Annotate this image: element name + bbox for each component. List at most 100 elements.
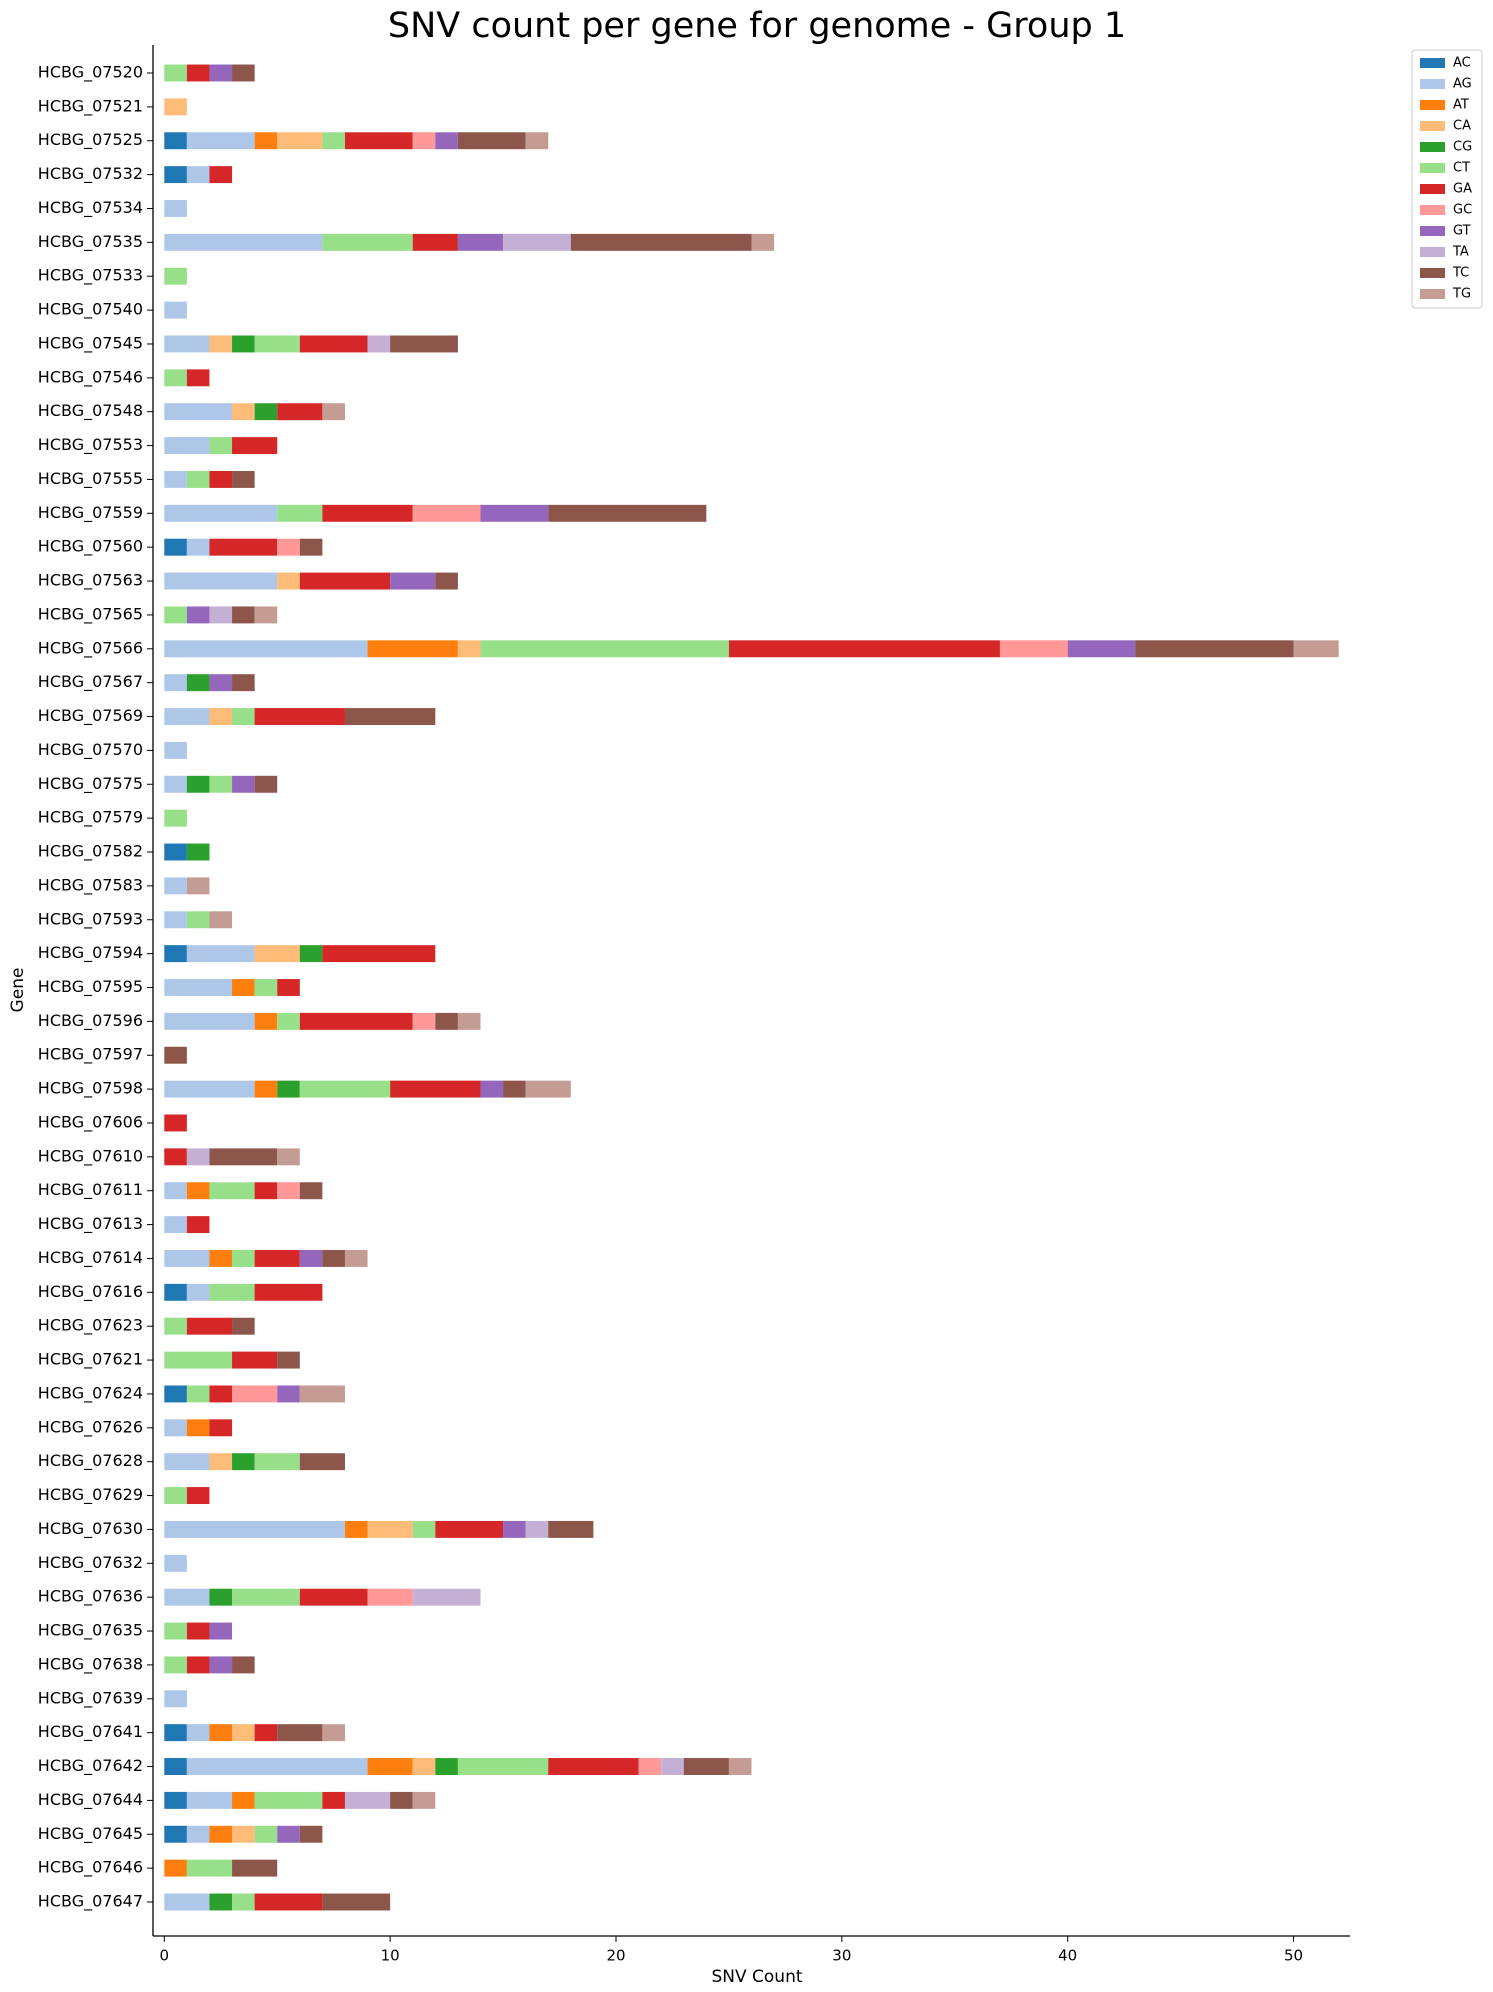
bar-segment: [480, 1080, 504, 1098]
bar-segment: [186, 877, 210, 895]
bar-segment: [661, 1758, 684, 1775]
bar-segment: [186, 1622, 210, 1640]
bar-segment: [164, 572, 278, 590]
bar-segment: [164, 64, 187, 82]
legend-label: AT: [1453, 98, 1469, 113]
bar-segment: [322, 1249, 345, 1267]
y-tick-label: HCBG_07521: [38, 96, 143, 116]
bar-segment: [164, 1249, 210, 1267]
bar-segment: [457, 640, 481, 658]
bar-segment: [254, 132, 278, 150]
bar-segment: [728, 1758, 752, 1775]
bar-segment: [232, 775, 255, 793]
bar-segment: [254, 1080, 278, 1098]
y-tick-label: HCBG_07560: [38, 537, 143, 557]
bar-segment: [164, 403, 233, 421]
y-tick-label: HCBG_07636: [38, 1587, 143, 1607]
bar-segment: [525, 1080, 571, 1098]
bar-segment: [254, 775, 278, 793]
legend-swatch: [1420, 58, 1445, 68]
bar-segment: [548, 1758, 639, 1775]
bar-segment: [209, 911, 233, 929]
bar-segment: [209, 1385, 233, 1403]
x-tick-label: 30: [832, 1947, 851, 1965]
bar-segment: [412, 1012, 436, 1030]
bar-segment: [232, 674, 255, 692]
bar-segment: [322, 1724, 345, 1742]
bar-segment: [232, 64, 255, 82]
bar-segment: [1067, 640, 1136, 658]
bar-segment: [164, 945, 187, 963]
bar-segment: [164, 504, 278, 522]
bar-segment: [164, 166, 187, 184]
bar-segment: [164, 1622, 187, 1640]
y-tick-label: HCBG_07545: [38, 333, 143, 353]
bar-segment: [209, 64, 233, 82]
bar-segment: [412, 132, 436, 150]
bar-segment: [548, 1520, 594, 1538]
y-tick-label: HCBG_07614: [38, 1248, 143, 1268]
bar-segment: [186, 1791, 233, 1809]
bar-segment: [209, 1893, 233, 1911]
y-tick-label: HCBG_07525: [38, 130, 143, 150]
legend-swatch: [1420, 268, 1445, 278]
bar-segment: [186, 775, 210, 793]
x-tick-label: 50: [1284, 1947, 1303, 1965]
bar-segment: [503, 1520, 526, 1538]
legend-label: GT: [1453, 224, 1471, 239]
y-tick-label: HCBG_07534: [38, 198, 143, 218]
y-tick-label: HCBG_07630: [38, 1519, 143, 1539]
bar-segment: [209, 335, 233, 353]
y-tick-label: HCBG_07566: [38, 638, 143, 658]
y-axis-label: Gene: [8, 968, 28, 1013]
y-tick-label: HCBG_07579: [38, 808, 143, 828]
bar-segment: [186, 64, 210, 82]
bar-segment: [209, 1656, 233, 1674]
y-tick-label: HCBG_07595: [38, 977, 143, 997]
bar-segment: [164, 1283, 187, 1301]
bar-segment: [367, 1758, 413, 1775]
bar-segment: [344, 1791, 391, 1809]
bar-segment: [412, 1758, 436, 1775]
y-tick-label: HCBG_07583: [38, 875, 143, 895]
bar-segment: [186, 369, 210, 387]
bar-segment: [457, 132, 526, 150]
bar-segment: [322, 1893, 391, 1911]
bar-segment: [209, 775, 233, 793]
bar-segment: [999, 640, 1068, 658]
bar-segment: [299, 1588, 368, 1606]
bar-segment: [164, 1385, 187, 1403]
legend-label: TC: [1452, 266, 1469, 281]
y-tick-label: HCBG_07632: [38, 1553, 143, 1573]
bar-segment: [164, 911, 187, 929]
bar-segment: [638, 1758, 662, 1775]
bar-segment: [164, 1758, 187, 1775]
bar-segment: [164, 1351, 233, 1369]
bar-segment: [232, 1385, 278, 1403]
bar-segment: [344, 708, 436, 726]
bar-segment: [322, 504, 413, 522]
bar-segment: [164, 1554, 187, 1572]
y-tick-label: HCBG_07597: [38, 1045, 143, 1065]
bar-segment: [164, 877, 187, 895]
bar-segment: [503, 1080, 526, 1098]
legend-label: GA: [1453, 182, 1472, 197]
bar-segment: [1293, 640, 1339, 658]
legend-label: AG: [1453, 77, 1472, 92]
bar-segment: [232, 979, 255, 996]
bar-segment: [299, 572, 391, 590]
bar-segment: [232, 1656, 255, 1674]
bar-segment: [254, 335, 300, 353]
bar-segment: [164, 538, 187, 556]
y-tick-label: HCBG_07613: [38, 1214, 143, 1234]
y-tick-label: HCBG_07606: [38, 1112, 143, 1132]
y-tick-label: HCBG_07642: [38, 1756, 143, 1776]
bar-segment: [254, 1182, 278, 1200]
y-tick-label: HCBG_07540: [38, 300, 143, 320]
bar-segment: [164, 708, 210, 726]
bar-segment: [186, 1724, 210, 1742]
bar-segment: [209, 1622, 233, 1640]
bar-segment: [186, 470, 210, 488]
y-tick-label: HCBG_07535: [38, 232, 143, 252]
bar-segment: [164, 1046, 187, 1064]
